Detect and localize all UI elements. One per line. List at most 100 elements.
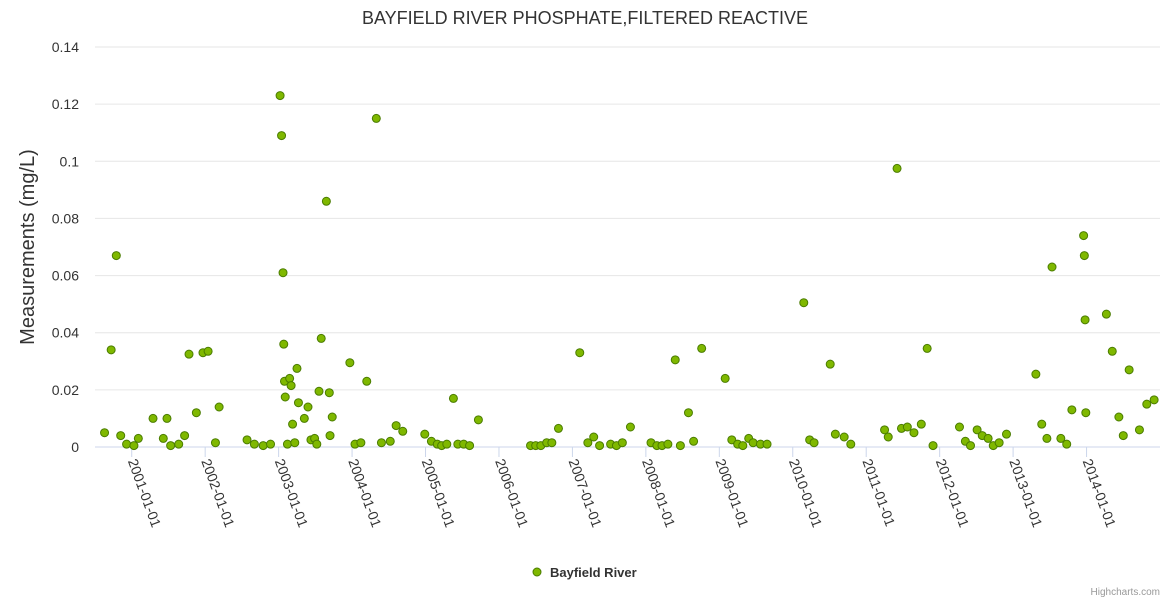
data-point[interactable] [799,298,809,308]
data-point[interactable] [1067,405,1077,415]
data-point[interactable] [928,441,938,451]
data-point[interactable] [1124,365,1134,375]
data-point[interactable] [1081,408,1091,418]
data-point[interactable] [324,388,334,398]
data-point[interactable] [880,425,890,435]
legend[interactable]: Bayfield River [532,565,637,580]
data-point[interactable] [279,339,289,349]
data-point[interactable] [214,402,224,412]
data-point[interactable] [100,428,110,438]
data-point[interactable] [839,432,849,442]
data-point[interactable] [809,438,819,448]
data-point[interactable] [376,438,386,448]
data-point[interactable] [625,422,635,432]
data-point[interactable] [663,439,673,449]
data-point[interactable] [762,439,772,449]
data-point[interactable] [288,419,298,429]
data-point[interactable] [994,438,1004,448]
legend-item-bayfield-river[interactable]: Bayfield River [550,565,637,580]
data-point[interactable] [1079,251,1089,261]
data-point[interactable] [583,438,593,448]
data-point[interactable] [902,422,912,432]
data-point[interactable] [385,436,395,446]
data-point[interactable] [448,393,458,403]
data-point[interactable] [286,381,296,391]
data-point[interactable] [595,441,605,451]
data-point[interactable] [465,441,475,451]
data-point[interactable] [275,91,285,101]
data-point[interactable] [553,423,563,433]
data-point[interactable] [916,419,926,429]
data-point[interactable] [184,349,194,359]
data-point[interactable] [292,363,302,373]
data-point[interactable] [210,438,220,448]
data-point[interactable] [299,413,309,423]
data-point[interactable] [293,398,303,408]
data-point[interactable] [111,251,121,261]
data-point[interactable] [203,346,213,356]
data-point[interactable] [1056,433,1066,443]
credits-link[interactable]: Highcharts.com [1091,587,1160,598]
data-point[interactable] [689,436,699,446]
data-point[interactable] [1114,412,1124,422]
data-point[interactable] [174,439,184,449]
data-point[interactable] [738,441,748,451]
data-point[interactable] [321,196,331,206]
data-point[interactable] [825,359,835,369]
data-point[interactable] [106,345,116,355]
data-point[interactable] [683,408,693,418]
data-point[interactable] [362,376,372,386]
data-point[interactable] [242,435,252,445]
data-point[interactable] [909,428,919,438]
data-point[interactable] [617,438,627,448]
data-point[interactable] [249,439,259,449]
data-point[interactable] [345,358,355,368]
data-point[interactable] [675,441,685,451]
data-point[interactable] [129,441,139,451]
data-point[interactable] [1037,419,1047,429]
data-point[interactable] [133,433,143,443]
data-point[interactable] [473,415,483,425]
data-point[interactable] [720,373,730,383]
data-point[interactable] [1142,399,1152,409]
data-point[interactable] [922,343,932,353]
data-point[interactable] [1080,315,1090,325]
data-point[interactable] [1101,309,1111,319]
data-point[interactable] [325,431,335,441]
data-point[interactable] [116,431,126,441]
data-point[interactable] [1042,433,1052,443]
data-point[interactable] [327,412,337,422]
data-point[interactable] [1134,425,1144,435]
data-point[interactable] [846,439,856,449]
data-point[interactable] [1079,231,1089,241]
data-point[interactable] [547,438,557,448]
data-point[interactable] [258,441,268,451]
data-point[interactable] [442,439,452,449]
data-point[interactable] [1062,439,1072,449]
data-point[interactable] [266,439,276,449]
data-point[interactable] [285,373,295,383]
data-point[interactable] [356,438,366,448]
data-point[interactable] [1047,262,1057,272]
data-point[interactable] [966,441,976,451]
data-point[interactable] [312,439,322,449]
data-point[interactable] [314,386,324,396]
data-point[interactable] [983,433,993,443]
data-point[interactable] [954,422,964,432]
data-point[interactable] [316,333,326,343]
legend-marker[interactable] [532,567,542,577]
data-point[interactable] [278,268,288,278]
data-point[interactable] [166,441,176,451]
data-point[interactable] [191,408,201,418]
data-point[interactable] [697,343,707,353]
data-point[interactable] [122,439,132,449]
data-point[interactable] [282,439,292,449]
data-point[interactable] [162,413,172,423]
data-point[interactable] [391,421,401,431]
data-point[interactable] [371,113,381,123]
data-point[interactable] [158,433,168,443]
data-point[interactable] [398,426,408,436]
data-point[interactable] [892,163,902,173]
data-point[interactable] [1107,346,1117,356]
data-point[interactable] [1001,429,1011,439]
